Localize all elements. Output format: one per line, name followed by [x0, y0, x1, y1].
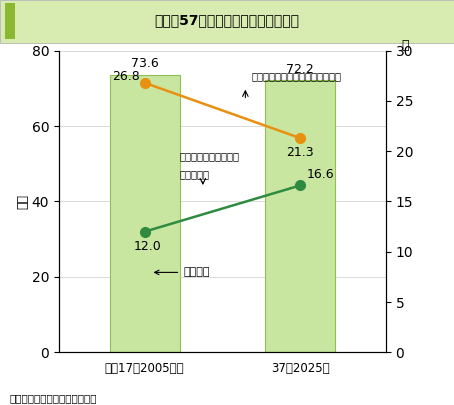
Text: 72.2: 72.2: [286, 62, 314, 75]
Text: 21.3: 21.3: [286, 146, 314, 159]
Text: 図１－57　今後の食料支出の見通し: 図１－57 今後の食料支出の見通し: [154, 13, 300, 28]
Text: （右目盛）: （右目盛）: [180, 169, 210, 179]
Text: 26.8: 26.8: [112, 70, 140, 83]
Text: 調理食品への支出割合: 調理食品への支出割合: [180, 151, 240, 161]
Bar: [5, 3, 15, 39]
Bar: [109, 75, 180, 352]
Text: 16.6: 16.6: [306, 168, 334, 181]
Text: 12.0: 12.0: [134, 240, 162, 253]
Text: 市場規模: 市場規模: [154, 267, 210, 277]
Text: 資料：農林水産政策研究所資料: 資料：農林水産政策研究所資料: [9, 393, 97, 403]
Y-axis label: ％: ％: [402, 38, 409, 51]
Text: 73.6: 73.6: [131, 57, 158, 70]
Y-axis label: 兆円: 兆円: [16, 194, 29, 209]
Bar: [265, 80, 336, 352]
Text: 生鮮食品への支出割合（右目盛）: 生鮮食品への支出割合（右目盛）: [252, 71, 342, 81]
